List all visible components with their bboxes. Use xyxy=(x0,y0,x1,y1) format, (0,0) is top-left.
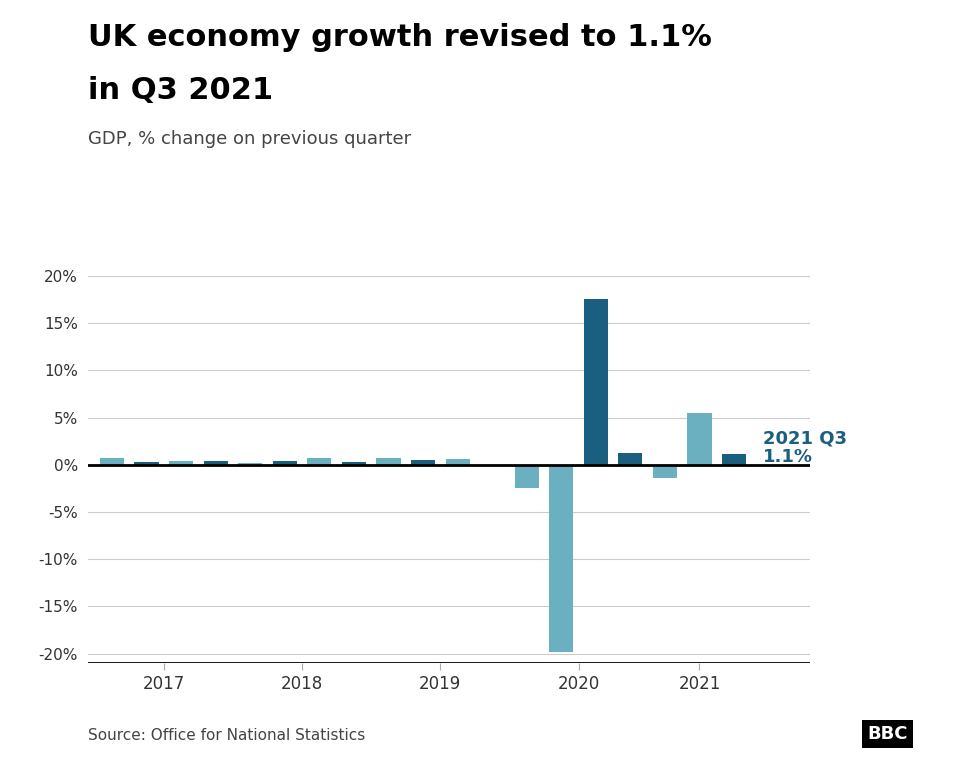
Bar xyxy=(653,465,677,478)
Bar xyxy=(618,453,642,465)
Text: in Q3 2021: in Q3 2021 xyxy=(88,76,273,105)
Bar xyxy=(272,461,297,465)
Bar xyxy=(169,461,193,465)
Bar xyxy=(100,458,124,465)
Bar xyxy=(307,458,332,465)
Bar xyxy=(445,459,469,465)
Bar xyxy=(238,463,263,465)
Bar xyxy=(411,460,435,465)
Bar xyxy=(204,461,227,465)
Bar xyxy=(722,454,746,465)
Bar xyxy=(135,462,159,465)
Text: 2021 Q3: 2021 Q3 xyxy=(763,430,847,447)
Text: Source: Office for National Statistics: Source: Office for National Statistics xyxy=(88,728,365,743)
Text: BBC: BBC xyxy=(868,725,908,743)
Bar xyxy=(584,299,608,465)
Text: 1.1%: 1.1% xyxy=(763,448,813,466)
Text: UK economy growth revised to 1.1%: UK economy growth revised to 1.1% xyxy=(88,23,712,52)
Bar xyxy=(549,465,573,652)
Bar xyxy=(514,465,539,488)
Text: GDP, % change on previous quarter: GDP, % change on previous quarter xyxy=(88,130,411,148)
Bar xyxy=(342,462,366,465)
Bar xyxy=(687,413,712,465)
Bar xyxy=(377,458,400,465)
